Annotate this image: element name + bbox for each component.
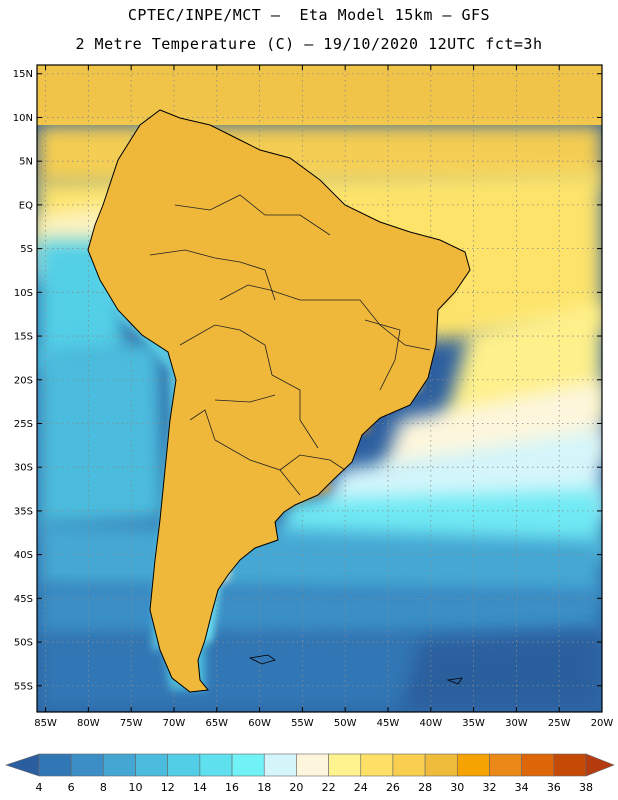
colorbar-label: 26 bbox=[386, 781, 400, 794]
lat-tick-label: 5S bbox=[20, 244, 33, 255]
lat-tick-label: 25S bbox=[14, 419, 33, 430]
colorbar-label: 14 bbox=[193, 781, 207, 794]
colorbar-label: 6 bbox=[68, 781, 75, 794]
colorbar-label: 18 bbox=[257, 781, 271, 794]
colorbar-swatch bbox=[553, 753, 587, 777]
colorbar-swatch bbox=[231, 753, 265, 777]
lon-tick-label: 80W bbox=[77, 718, 100, 729]
colorbar-swatch bbox=[456, 753, 490, 777]
longitude-axis: 85W 80W 75W 70W 65W 60W 55W 50W 45W 40W 35W 30W 25W 2… bbox=[34, 65, 613, 729]
colorbar-min-arrow bbox=[5, 753, 40, 777]
colorbar-label: 30 bbox=[450, 781, 464, 794]
lat-tick-label: 15N bbox=[13, 69, 33, 80]
lat-tick-label: 40S bbox=[14, 550, 33, 561]
lon-tick-label: 40W bbox=[419, 718, 442, 729]
lat-tick-label: 50S bbox=[14, 638, 33, 649]
colorbar-swatch bbox=[424, 753, 458, 777]
colorbar-label: 12 bbox=[161, 781, 175, 794]
lat-tick-label: 30S bbox=[14, 463, 33, 474]
colorbar-swatch bbox=[135, 753, 169, 777]
lat-tick-label: 35S bbox=[14, 506, 33, 517]
colorbar: 4 6 8 10 12 14 16 18 20 22 24 26 28 30 32 34 36 38 bbox=[5, 753, 615, 794]
lon-tick-label: 85W bbox=[34, 718, 57, 729]
colorbar-swatch bbox=[167, 753, 201, 777]
colorbar-label: 36 bbox=[547, 781, 561, 794]
colorbar-swatch bbox=[392, 753, 426, 777]
latitude-axis: 15N 10N 5N EQ 5S 10S 15S 20S 25S 30S 35S 40S 45S 50S 5… bbox=[13, 69, 602, 692]
lat-tick-label: 15S bbox=[14, 332, 33, 343]
colorbar-label: 38 bbox=[579, 781, 593, 794]
lat-tick-label: EQ bbox=[19, 200, 33, 211]
map-frame bbox=[36, 64, 603, 713]
lon-tick-label: 60W bbox=[248, 718, 271, 729]
colorbar-swatch bbox=[70, 753, 104, 777]
colorbar-swatch bbox=[263, 753, 297, 777]
lon-tick-label: 75W bbox=[120, 718, 143, 729]
colorbar-swatch bbox=[199, 753, 233, 777]
lon-tick-label: 45W bbox=[377, 718, 400, 729]
lon-tick-label: 70W bbox=[163, 718, 186, 729]
lat-tick-label: 20S bbox=[14, 375, 33, 386]
lat-tick-label: 5N bbox=[19, 157, 33, 168]
lon-tick-label: 55W bbox=[291, 718, 314, 729]
colorbar-label: 34 bbox=[515, 781, 529, 794]
map-graticule bbox=[37, 65, 602, 712]
colorbar-label: 24 bbox=[354, 781, 368, 794]
colorbar-swatch bbox=[103, 753, 136, 777]
colorbar-max-arrow bbox=[585, 753, 615, 777]
colorbar-label: 16 bbox=[225, 781, 239, 794]
map-title-source: CPTEC/INPE/MCT – Eta Model 15km – GFS bbox=[127, 6, 491, 24]
country-borders bbox=[149, 194, 431, 496]
lon-tick-label: 50W bbox=[334, 718, 357, 729]
lon-tick-label: 65W bbox=[205, 718, 228, 729]
colorbar-swatch bbox=[489, 753, 522, 777]
temperature-field bbox=[37, 65, 602, 712]
colorbar-label: 4 bbox=[36, 781, 43, 794]
colorbar-swatch bbox=[38, 753, 72, 777]
colorbar-swatch bbox=[521, 753, 555, 777]
lon-tick-label: 35W bbox=[462, 718, 485, 729]
lat-tick-label: 10N bbox=[13, 113, 33, 124]
colorbar-swatch bbox=[360, 753, 394, 777]
colorbar-label: 10 bbox=[129, 781, 143, 794]
colorbar-label: 20 bbox=[289, 781, 303, 794]
lon-tick-label: 25W bbox=[548, 718, 571, 729]
lon-tick-label: 20W bbox=[591, 718, 614, 729]
lon-tick-label: 30W bbox=[505, 718, 528, 729]
colorbar-swatch bbox=[296, 753, 329, 777]
colorbar-swatch bbox=[328, 753, 362, 777]
lat-tick-label: 45S bbox=[14, 594, 33, 605]
colorbar-label: 28 bbox=[418, 781, 432, 794]
colorbar-label: 8 bbox=[100, 781, 107, 794]
lat-tick-label: 55S bbox=[14, 681, 33, 692]
colorbar-label: 32 bbox=[482, 781, 496, 794]
map-title-variable: 2 Metre Temperature (C) – 19/10/2020 12U… bbox=[75, 35, 543, 53]
colorbar-label: 22 bbox=[322, 781, 336, 794]
lat-tick-label: 10S bbox=[14, 288, 33, 299]
